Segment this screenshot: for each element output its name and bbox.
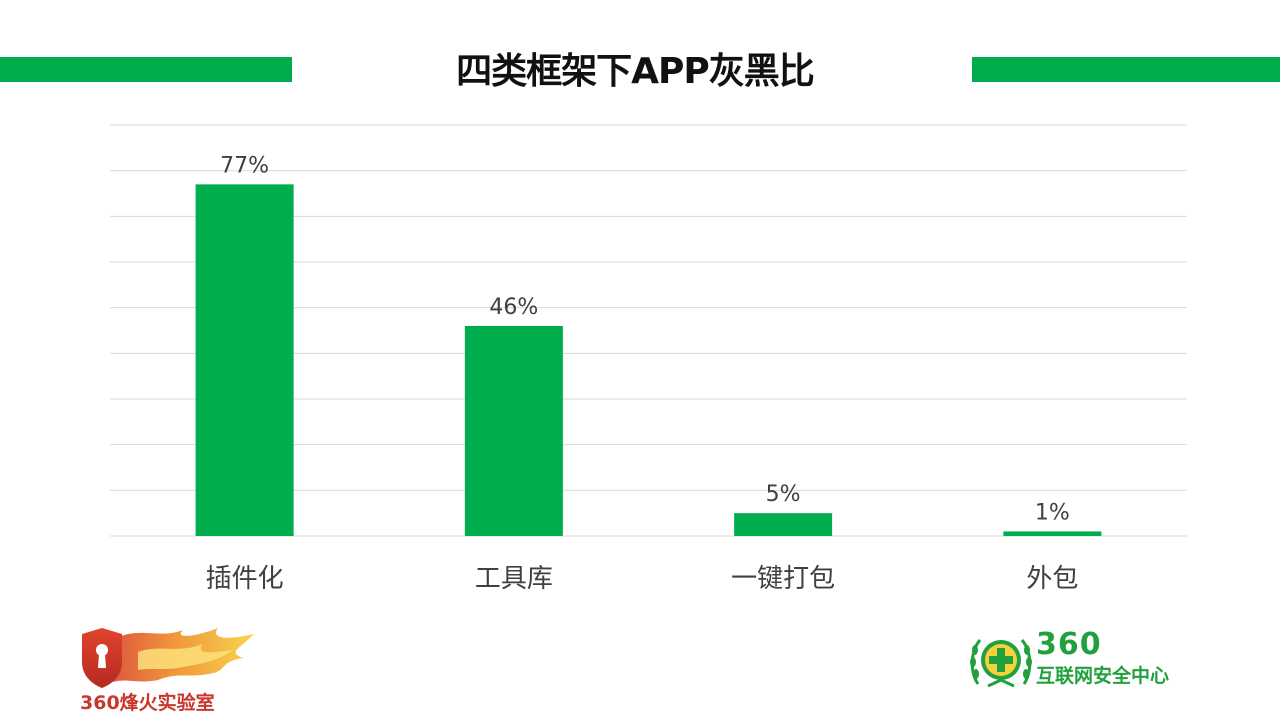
bar-1 [464,325,563,536]
laurel-plus-globe-icon [970,639,1032,688]
data-label-0: 77% [220,153,269,178]
category-label-0: 插件化 [206,564,284,594]
data-label-2: 5% [766,482,801,507]
header-accent-bar-right [972,57,1280,82]
logo-right-text: 互联网安全中心 [1036,665,1170,687]
bar-0 [195,184,294,536]
category-label-3: 外包 [1026,564,1078,594]
bar-3 [1003,531,1102,536]
page-title: 四类框架下APP灰黑比 [456,51,815,92]
logo-left-text: 360烽火实验室 [80,692,215,714]
header-accent-bar-left [0,57,292,82]
category-label-1: 工具库 [475,564,553,594]
bar-chart: 77% 插件化 46% 工具库 5% 一键打包 1% 外包 [110,124,1187,594]
flame-shield-keyhole-icon [82,628,254,688]
data-label-3: 1% [1035,500,1070,525]
logo-right-number: 360 [1036,627,1102,662]
category-label-2: 一键打包 [731,564,835,594]
bar-2 [734,513,833,536]
data-label-1: 46% [489,295,538,320]
